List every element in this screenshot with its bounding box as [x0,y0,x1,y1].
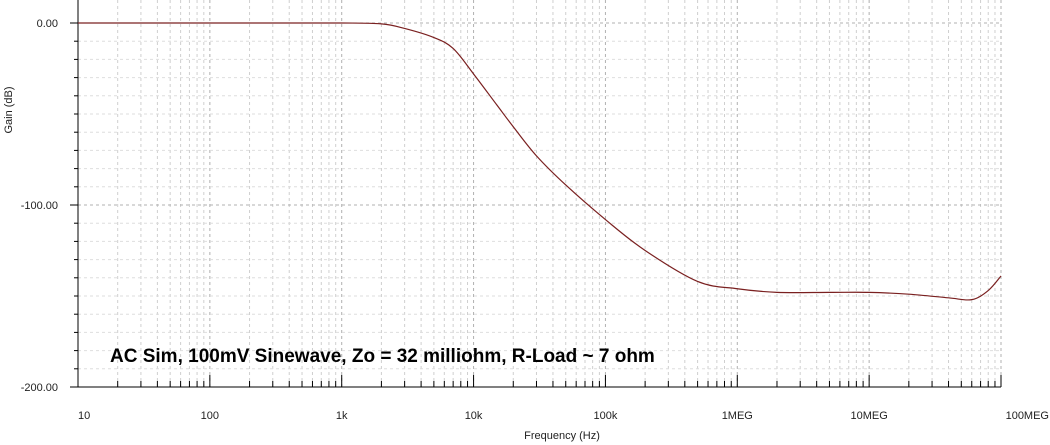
x-tick-label: 10 [78,410,90,422]
x-ticks: 10 100 1k 10k 100k 1MEG 10MEG 100MEG [77,375,1049,422]
x-axis-title: Frequency (Hz) [524,430,600,442]
y-ticks: 0.00 -100.00 -200.00 [21,18,78,394]
x-tick-label: 10MEG [850,410,887,422]
y-tick-label: 0.00 [37,18,58,30]
y-tick-label: -200.00 [21,382,58,394]
x-tick-label: 100 [201,410,219,422]
y-axis-title: Gain (dB) [3,86,15,133]
x-tick-label: 1MEG [722,410,753,422]
x-tick-label: 1k [336,410,348,422]
series-group [78,22,1002,301]
x-tick-label: 10k [465,410,483,422]
chart-annotation: AC Sim, 100mV Sinewave, Zo = 32 milliohm… [110,346,655,367]
plot-frame [77,0,1001,388]
x-tick-label: 100MEG [1006,410,1049,422]
x-tick-label: 100k [593,410,617,422]
y-tick-label: -100.00 [21,200,58,212]
series-line-gain [78,22,1002,301]
grid-lines [77,0,1002,388]
